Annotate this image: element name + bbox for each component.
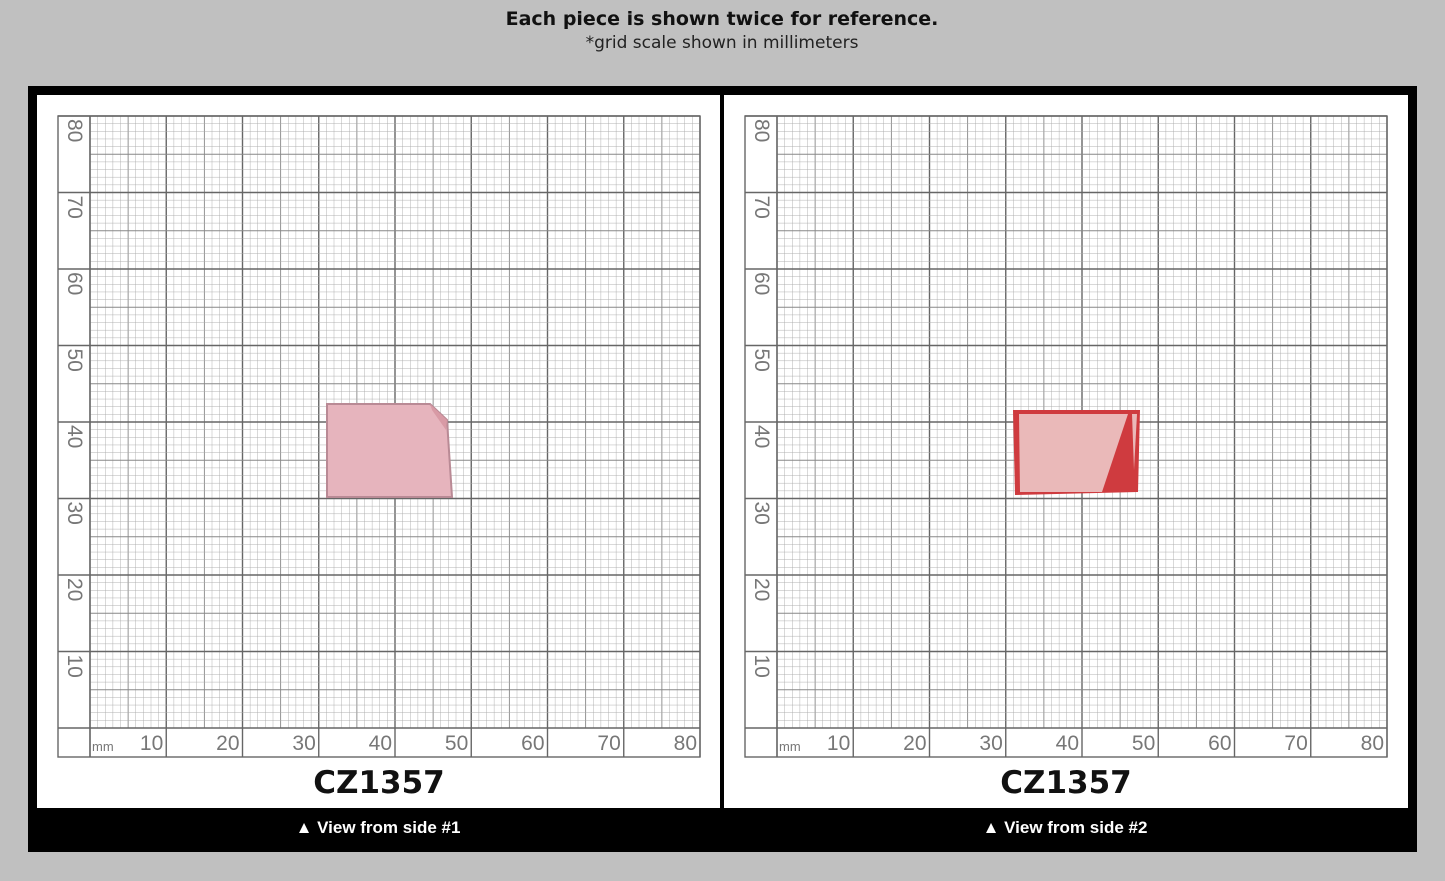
x-label: 20 [903, 732, 926, 755]
x-label: 80 [674, 732, 697, 755]
y-label: 70 [63, 196, 86, 219]
y-label: 40 [63, 425, 86, 448]
x-label: 60 [1208, 732, 1231, 755]
y-label: 80 [750, 119, 773, 142]
caption: ▲ View from side #1 [296, 818, 461, 837]
piece-face [1132, 414, 1137, 470]
x-label: 80 [1361, 732, 1384, 755]
y-label: 30 [750, 502, 773, 525]
caption: ▲ View from side #2 [983, 818, 1148, 837]
piece-side-2 [1013, 410, 1140, 495]
x-label: 10 [140, 732, 163, 755]
y-label: 50 [63, 349, 86, 372]
y-label: 10 [63, 655, 86, 678]
y-label: 10 [750, 655, 773, 678]
grids: mm 10 20 30 40 50 60 70 80 10 20 30 40 50 60 70 80 mm 10 20… [57, 115, 1388, 758]
y-label: 80 [63, 119, 86, 142]
y-label: 30 [63, 502, 86, 525]
unit-label: mm [779, 739, 801, 754]
x-label: 50 [1132, 732, 1155, 755]
y-label: 20 [750, 578, 773, 601]
x-label: 70 [597, 732, 620, 755]
x-label: 20 [216, 732, 239, 755]
title: Each piece is shown twice for reference. [506, 8, 939, 30]
y-label: 40 [750, 425, 773, 448]
grid-border [744, 115, 1388, 758]
piece [326, 403, 454, 498]
grid-border [57, 115, 701, 758]
y-label: 60 [750, 272, 773, 295]
x-label: 60 [521, 732, 544, 755]
x-label: 10 [827, 732, 850, 755]
x-label: 30 [292, 732, 315, 755]
x-label: 70 [1284, 732, 1307, 755]
x-label: 40 [1056, 732, 1079, 755]
y-label: 20 [63, 578, 86, 601]
piece-edge [430, 404, 447, 430]
product-code: CZ1357 [313, 765, 445, 801]
piece-face [1019, 414, 1128, 492]
y-label: 60 [63, 272, 86, 295]
x-label: 40 [369, 732, 392, 755]
piece-side-1 [326, 403, 454, 498]
y-label: 50 [750, 349, 773, 372]
product-code: CZ1357 [1000, 765, 1132, 801]
x-label: 30 [979, 732, 1002, 755]
subtitle: *grid scale shown in millimeters [586, 33, 859, 53]
x-label: 50 [445, 732, 468, 755]
unit-label: mm [92, 739, 114, 754]
y-label: 70 [750, 196, 773, 219]
